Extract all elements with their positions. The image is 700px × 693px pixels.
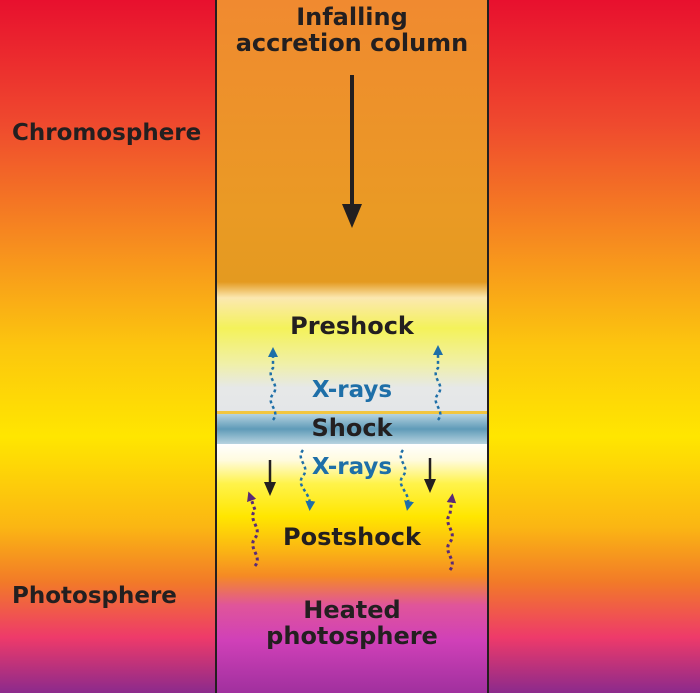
postshock-label: Postshock (283, 523, 421, 551)
heated-photosphere-label: Heated photosphere (266, 596, 438, 651)
shock-front-line (216, 411, 488, 414)
xrays-upper-label: X-rays (311, 377, 393, 403)
xrays-lower-label: X-rays (311, 454, 393, 480)
chromosphere-label: Chromosphere (12, 120, 202, 146)
flow-arrow-left (264, 460, 276, 496)
postshock-region (216, 444, 488, 576)
xray-up-arrow-right (433, 345, 443, 421)
shock-label: Shock (311, 414, 393, 442)
shock-band (216, 414, 488, 444)
xray-down-arrow-right (399, 449, 414, 511)
xray-down-arrow-left (299, 449, 316, 511)
photosphere-label: Photosphere (12, 583, 177, 609)
column-label: Infalling accretion column (235, 3, 469, 58)
flow-arrow-right (424, 458, 436, 493)
heated-photosphere-region (216, 576, 488, 693)
preshock-label: Preshock (290, 312, 414, 340)
infall-arrow (342, 75, 362, 228)
xray-up-arrow-left (268, 347, 278, 421)
